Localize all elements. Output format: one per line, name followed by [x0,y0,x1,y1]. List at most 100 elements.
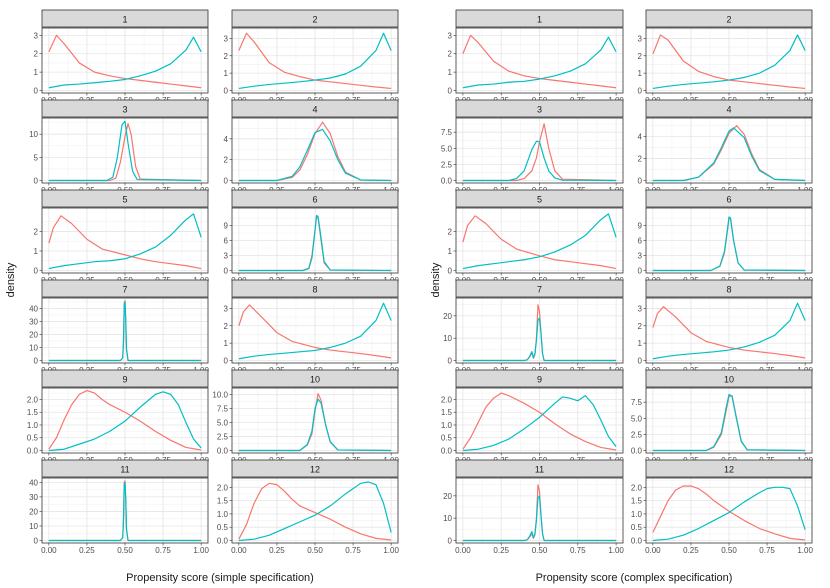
strip-label: 11 [535,465,544,475]
y-tick-label: 7.5 [631,398,643,407]
y-tick-label: 0 [224,357,229,366]
y-tick-label: 7.5 [441,128,453,137]
panel-8: 801230.000.250.500.751.00 [638,279,813,375]
y-tick-label: 9 [224,222,229,231]
y-tick-label: 2 [34,50,39,59]
y-tick-label: 1 [448,247,453,256]
panel-9: 90.00.51.01.52.00.000.250.500.751.00 [441,369,624,465]
strip-label: 7 [122,285,127,295]
density-line-teal [462,395,617,452]
y-tick-label: 2 [224,52,229,61]
y-axis-title: density [430,262,442,297]
y-tick-label: 40 [29,478,38,487]
strip [41,459,209,478]
strip-label: 3 [122,105,127,115]
strip [41,99,209,118]
panel-12: 12 0.0 0.5 1.0 1.5 2.0 0.00 0.25 0.50 0.75 1.00 [631,459,813,555]
y-tick-label: 3 [638,304,643,313]
panel-5: 50120.000.250.500.751.00 [34,189,209,285]
density-line-teal [652,393,806,452]
density-line-teal [238,302,392,360]
x-tick-label: 0.50 [117,546,133,555]
strip-label: 7 [537,285,542,295]
strip [231,99,399,118]
y-tick-label: 0.0 [217,537,229,546]
panel-11: 11 0 10 20 0.00 0.25 0.50 0.75 1.00 [443,459,624,555]
density-line-teal [462,36,617,89]
strip [231,279,399,298]
density-line-teal [238,481,392,542]
density-line-teal [238,398,392,452]
y-tick-label: 1.0 [217,510,229,519]
strip-label: 12 [310,465,320,475]
density-line-teal [652,127,806,182]
y-tick-label: 3 [224,304,229,313]
panel-8: 801230.000.250.500.751.00 [224,279,399,375]
density-line-teal [462,317,617,362]
density-line-teal [48,391,202,452]
strip-label: 1 [122,15,127,25]
y-tick-label: 6 [224,237,229,246]
y-tick-label: 0 [638,87,643,96]
strip-label: 6 [726,195,731,205]
y-tick-label: 1.5 [27,408,39,417]
density-line-teal [238,32,392,90]
x-tick-label: 0.75 [345,546,361,555]
y-tick-label: 10 [29,130,38,139]
y-tick-label: 0 [448,87,453,96]
y-tick-label: 0 [448,537,453,546]
strip [41,279,209,298]
y-tick-label: 2 [448,227,453,236]
density-line-red [48,34,202,89]
y-tick-label: 2 [448,50,453,59]
density-line-teal [652,216,806,272]
y-tick-label: 1 [638,339,643,348]
density-line-teal [48,120,202,182]
y-tick-label: 2.5 [631,430,643,439]
panel-10: 100.02.55.07.50.000.250.500.751.00 [631,369,813,465]
y-tick-label: 0.0 [441,177,453,186]
y-tick-label: 5.0 [217,419,229,428]
density-line-teal [48,213,202,270]
strip [41,189,209,208]
density-line-red [462,34,617,89]
density-line-teal [238,128,392,182]
x-tick-label: 0.00 [455,546,471,555]
density-line-teal [462,495,617,542]
y-tick-label: 9 [638,222,643,231]
y-tick-label: 10 [29,522,38,531]
y-tick-label: 0 [638,357,643,366]
panel-9: 90.00.51.01.52.00.000.250.500.751.00 [27,369,209,465]
strip [645,9,813,28]
density-line-teal [48,301,202,362]
strip [455,99,624,118]
y-tick-label: 1 [224,339,229,348]
x-tick-label: 0.50 [721,546,737,555]
y-tick-label: 0 [34,537,39,546]
y-tick-label: 1 [448,68,453,77]
strip-label: 1 [537,15,542,25]
strip-label: 10 [724,375,734,385]
y-tick-label: 1.5 [631,497,643,506]
y-tick-label: 3 [448,31,453,40]
density-line-teal [48,481,202,542]
density-line-red [652,306,806,359]
strip [231,189,399,208]
strip [645,279,813,298]
strip-label: 10 [310,375,320,385]
strip-label: 4 [312,105,317,115]
y-tick-label: 1 [224,69,229,78]
y-tick-label: 0.5 [631,523,643,532]
y-tick-label: 0.5 [27,434,39,443]
y-tick-label: 0.0 [441,447,453,456]
y-axis-title: density [5,262,17,297]
y-tick-label: 1.5 [217,497,229,506]
y-tick-label: 0 [34,177,39,186]
x-tick-label: 1.00 [383,546,399,555]
panel-6: 603690.000.250.500.751.00 [224,189,399,285]
y-tick-label: 40 [29,304,38,313]
y-tick-label: 1.0 [27,421,39,430]
strip-label: 3 [537,105,542,115]
y-tick-label: 0 [34,357,39,366]
